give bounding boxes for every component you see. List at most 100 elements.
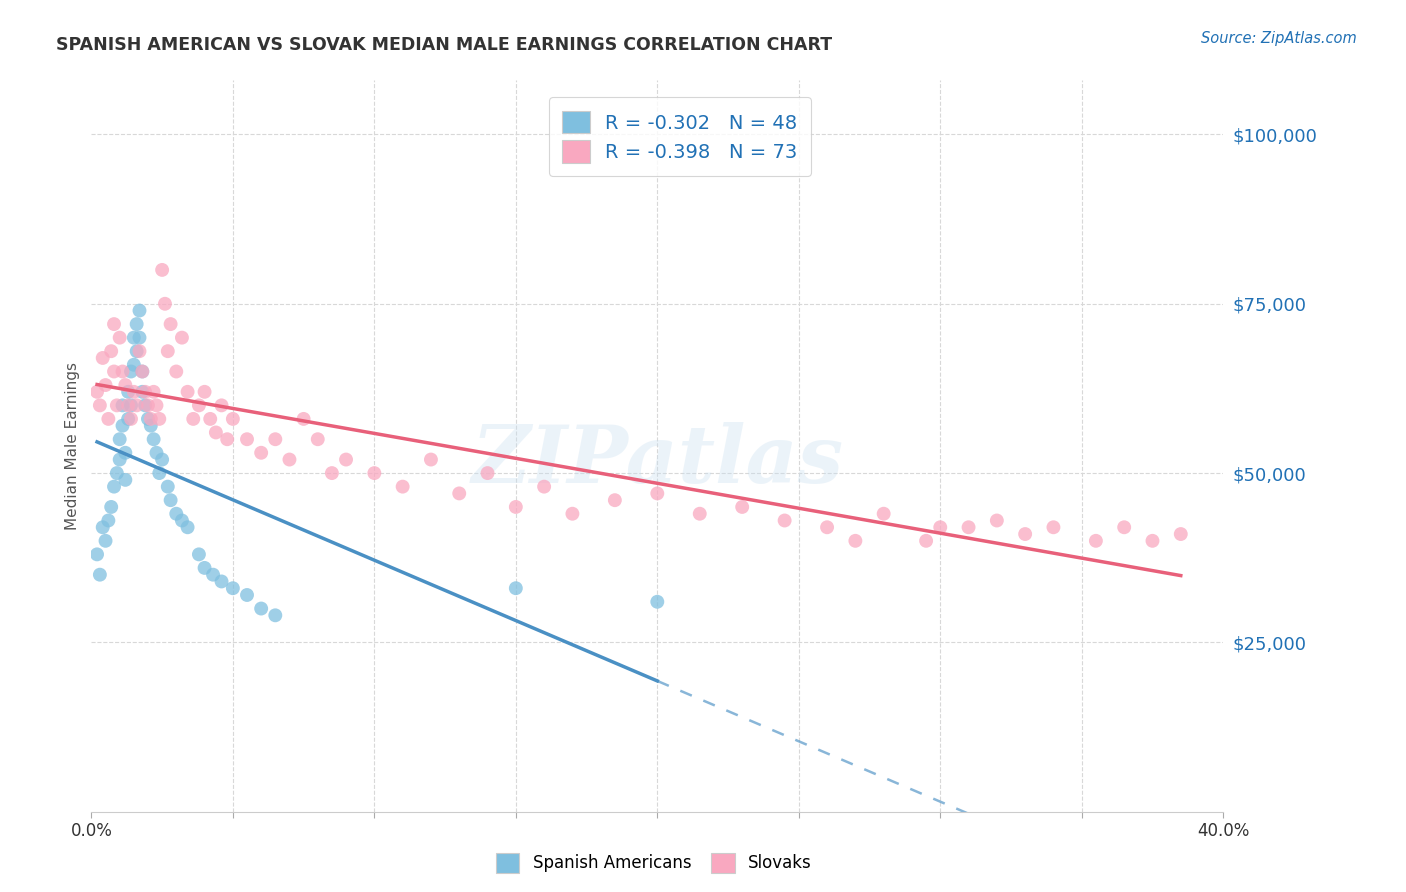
Point	[125, 317, 148, 331]
Point	[187, 547, 209, 561]
Point	[505, 581, 527, 595]
Point	[505, 500, 527, 514]
Point	[91, 520, 114, 534]
Point	[128, 344, 150, 359]
Point	[181, 412, 204, 426]
Point	[872, 507, 894, 521]
Point	[307, 432, 329, 446]
Point	[1084, 533, 1107, 548]
Legend: R = -0.302   N = 48, R = -0.398   N = 73: R = -0.302 N = 48, R = -0.398 N = 73	[548, 97, 811, 177]
Point	[105, 466, 128, 480]
Point	[94, 533, 117, 548]
Point	[103, 480, 125, 494]
Point	[264, 432, 287, 446]
Point	[108, 452, 131, 467]
Point	[250, 601, 273, 615]
Point	[363, 466, 385, 480]
Point	[205, 425, 228, 440]
Point	[111, 418, 134, 433]
Point	[97, 412, 120, 426]
Point	[645, 595, 668, 609]
Point	[292, 412, 315, 426]
Point	[125, 344, 148, 359]
Text: ZIPatlas: ZIPatlas	[471, 422, 844, 500]
Point	[86, 384, 108, 399]
Point	[844, 533, 866, 548]
Point	[731, 500, 754, 514]
Point	[335, 452, 357, 467]
Point	[603, 493, 626, 508]
Point	[986, 514, 1008, 528]
Point	[120, 364, 142, 378]
Point	[159, 317, 181, 331]
Point	[128, 303, 150, 318]
Text: SPANISH AMERICAN VS SLOVAK MEDIAN MALE EARNINGS CORRELATION CHART: SPANISH AMERICAN VS SLOVAK MEDIAN MALE E…	[56, 36, 832, 54]
Point	[250, 446, 273, 460]
Point	[122, 384, 145, 399]
Point	[217, 432, 239, 446]
Point	[120, 398, 142, 412]
Point	[159, 493, 181, 508]
Point	[1014, 527, 1036, 541]
Point	[689, 507, 711, 521]
Point	[131, 364, 153, 378]
Point	[117, 412, 139, 426]
Point	[193, 384, 217, 399]
Point	[236, 432, 259, 446]
Point	[131, 384, 153, 399]
Point	[264, 608, 287, 623]
Point	[114, 473, 136, 487]
Point	[165, 364, 187, 378]
Point	[193, 561, 217, 575]
Point	[391, 480, 413, 494]
Point	[200, 412, 222, 426]
Point	[145, 446, 167, 460]
Point	[136, 398, 159, 412]
Point	[1042, 520, 1064, 534]
Point	[645, 486, 668, 500]
Point	[128, 331, 150, 345]
Point	[108, 331, 131, 345]
Point	[100, 344, 122, 359]
Point	[86, 547, 108, 561]
Point	[211, 398, 233, 412]
Point	[150, 263, 173, 277]
Point	[139, 412, 162, 426]
Point	[145, 398, 167, 412]
Point	[929, 520, 952, 534]
Point	[278, 452, 301, 467]
Point	[139, 418, 162, 433]
Point	[150, 452, 173, 467]
Point	[148, 466, 170, 480]
Point	[131, 364, 153, 378]
Point	[142, 384, 165, 399]
Point	[1114, 520, 1136, 534]
Point	[170, 514, 193, 528]
Point	[202, 567, 225, 582]
Point	[156, 480, 179, 494]
Point	[122, 358, 145, 372]
Point	[97, 514, 120, 528]
Point	[957, 520, 980, 534]
Point	[111, 364, 134, 378]
Point	[222, 412, 245, 426]
Point	[449, 486, 471, 500]
Point	[89, 398, 111, 412]
Point	[236, 588, 259, 602]
Point	[91, 351, 114, 365]
Point	[915, 533, 938, 548]
Point	[533, 480, 555, 494]
Point	[773, 514, 796, 528]
Point	[165, 507, 187, 521]
Point	[176, 520, 198, 534]
Point	[122, 331, 145, 345]
Point	[148, 412, 170, 426]
Point	[1142, 533, 1164, 548]
Text: Source: ZipAtlas.com: Source: ZipAtlas.com	[1201, 31, 1357, 46]
Point	[176, 384, 198, 399]
Point	[111, 398, 134, 412]
Point	[103, 317, 125, 331]
Point	[136, 412, 159, 426]
Point	[108, 432, 131, 446]
Point	[211, 574, 233, 589]
